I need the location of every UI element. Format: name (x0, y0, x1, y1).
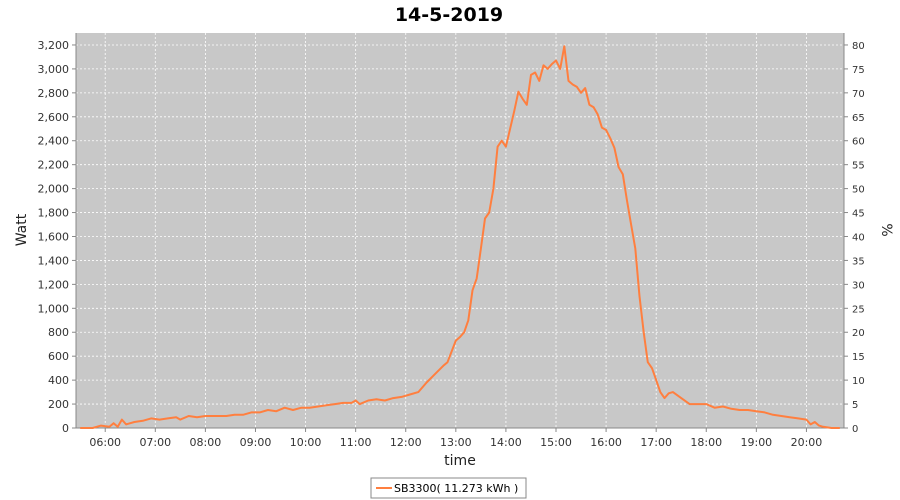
x-tick-label: 16:00 (590, 436, 622, 449)
y2-tick-label: 30 (852, 280, 865, 291)
y-axis: 0 200 400 600 800 1,000 1,200 1,400 1,600 1,800 2,… (38, 33, 77, 435)
x-tick-label: 09:00 (240, 436, 272, 449)
y-tick-label: 1,400 (38, 254, 70, 267)
x-tick-label: 20:00 (791, 436, 823, 449)
y-tick-label: 2,200 (38, 159, 70, 172)
y-tick-label: 0 (62, 422, 69, 435)
x-tick-label: 14:00 (490, 436, 522, 449)
y-tick-label: 1,000 (38, 302, 70, 315)
x-tick-label: 10:00 (290, 436, 322, 449)
y-tick-label: 3,000 (38, 63, 70, 76)
x-tick-label: 17:00 (640, 436, 672, 449)
y-tick-label: 400 (48, 374, 69, 387)
y-tick-label: 2,400 (38, 135, 70, 148)
plot-area (76, 33, 844, 428)
y-tick-label: 600 (48, 350, 69, 363)
y-tick-label: 3,200 (38, 39, 70, 52)
y2-tick-label: 25 (852, 304, 865, 315)
y2-tick-label: 40 (852, 232, 865, 243)
x-tick-label: 08:00 (190, 436, 222, 449)
y-axis-label: Watt (14, 213, 30, 246)
x-tick-label: 12:00 (390, 436, 422, 449)
x-tick-label: 19:00 (740, 436, 772, 449)
y2-tick-label: 15 (852, 352, 865, 363)
series-line (80, 45, 840, 429)
y2-tick-label: 80 (852, 41, 865, 52)
y2-tick-label: 60 (852, 137, 865, 148)
x-axis: 06:00 07:00 08:00 09:00 10:00 11:00 12:00 13:00… (76, 427, 844, 449)
y-tick-label: 800 (48, 326, 69, 339)
x-axis-label: time (444, 453, 476, 469)
x-tick-label: 18:00 (690, 436, 722, 449)
y-tick-label: 1,200 (38, 278, 70, 291)
x-tick-label: 15:00 (540, 436, 572, 449)
y2-tick-label: 70 (852, 89, 865, 100)
y2-tick-label: 45 (852, 209, 865, 220)
x-tick-label: 13:00 (440, 436, 472, 449)
legend-box (370, 477, 527, 499)
grid (76, 33, 844, 429)
y2-tick-label: 20 (852, 328, 865, 339)
x-tick-label: 06:00 (89, 436, 121, 449)
y2-tick-label: 35 (852, 256, 865, 267)
legend: SB3300( 11.273 kWh ) (370, 477, 527, 499)
x-tick-label: 07:00 (139, 436, 171, 449)
y2-axis: 0 5 10 15 20 25 30 35 40 45 50 55 60 65 70 75 80 (843, 33, 865, 435)
legend-label: SB3300( 11.273 kWh ) (394, 482, 518, 495)
y2-tick-label: 50 (852, 185, 865, 196)
y-tick-label: 1,800 (38, 207, 70, 220)
y2-axis-label: % (878, 223, 894, 236)
y2-tick-label: 55 (852, 161, 865, 172)
y2-tick-label: 65 (852, 113, 865, 124)
y2-tick-label: 5 (852, 400, 858, 411)
y-tick-label: 1,600 (38, 230, 70, 243)
y2-tick-label: 10 (852, 376, 865, 387)
chart-title: 14-5-2019 (395, 4, 503, 26)
y-tick-label: 2,800 (38, 87, 70, 100)
y2-tick-label: 0 (852, 424, 858, 435)
y-tick-label: 2,000 (38, 183, 70, 196)
y-tick-label: 2,600 (38, 111, 70, 124)
y2-tick-label: 75 (852, 65, 865, 76)
y-tick-label: 200 (48, 398, 69, 411)
x-tick-label: 11:00 (340, 436, 372, 449)
